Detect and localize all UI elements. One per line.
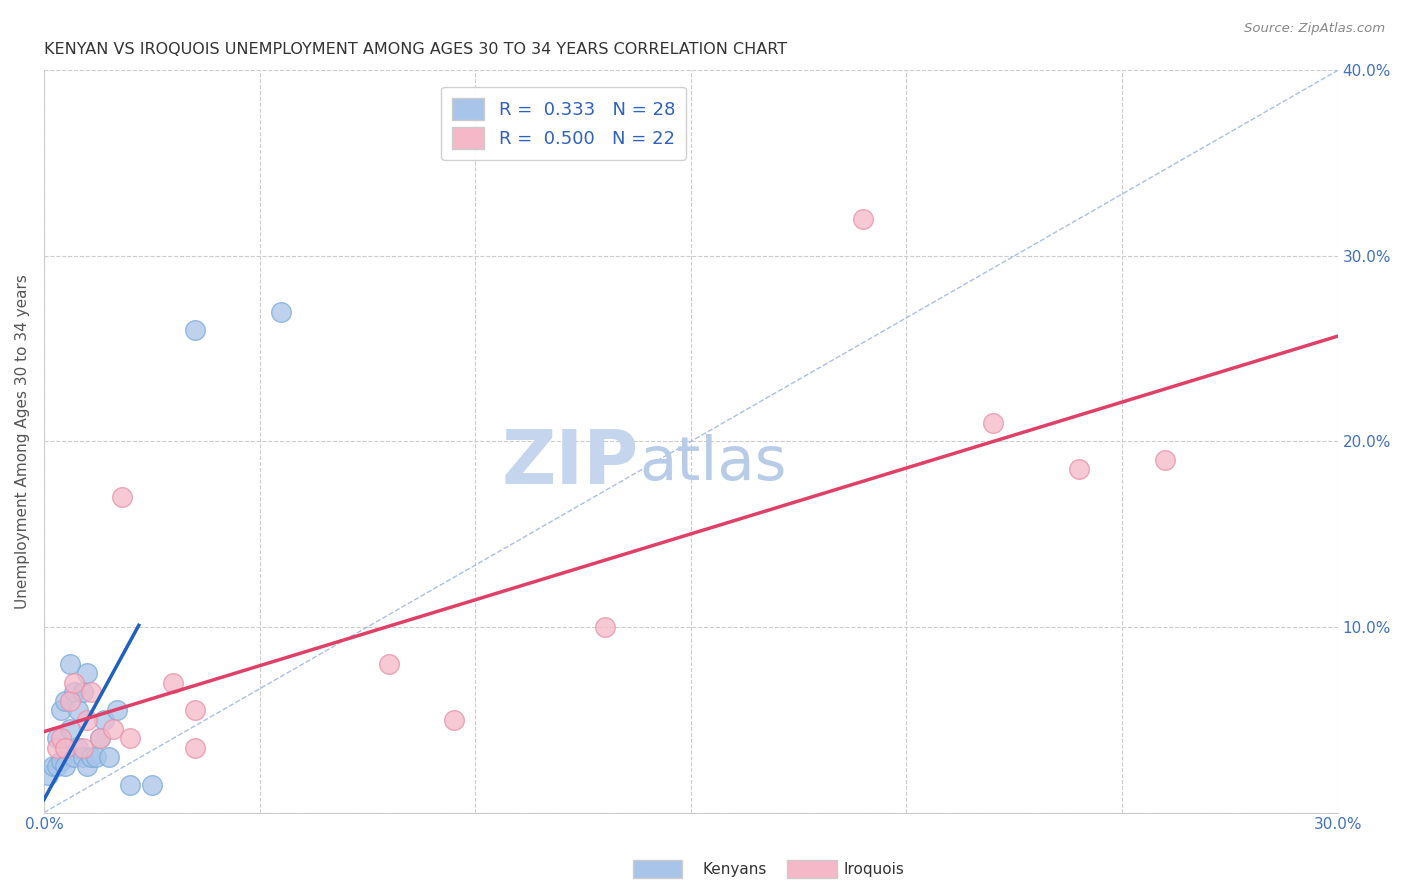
Point	[55, 759, 77, 773]
Point	[72, 685, 94, 699]
Point	[89, 731, 111, 746]
Text: Source: ZipAtlas.com: Source: ZipAtlas.com	[1244, 22, 1385, 36]
Point	[120, 778, 142, 792]
Point	[45, 731, 67, 746]
Point	[593, 620, 616, 634]
Point	[270, 304, 292, 318]
Point	[63, 675, 86, 690]
Point	[67, 740, 90, 755]
Point	[45, 759, 67, 773]
Point	[184, 323, 207, 337]
Point	[41, 759, 63, 773]
Point	[37, 768, 59, 782]
Point	[72, 750, 94, 764]
Text: Iroquois: Iroquois	[844, 863, 904, 877]
Point	[981, 416, 1004, 430]
Point	[55, 740, 77, 755]
Point	[97, 750, 120, 764]
Point	[110, 490, 132, 504]
Point	[49, 704, 72, 718]
Point	[59, 722, 82, 736]
Point	[141, 778, 163, 792]
Point	[45, 740, 67, 755]
Point	[184, 740, 207, 755]
Point	[120, 731, 142, 746]
Point	[55, 694, 77, 708]
Point	[63, 750, 86, 764]
Point	[105, 704, 128, 718]
Point	[162, 675, 184, 690]
Point	[49, 731, 72, 746]
Point	[76, 666, 98, 681]
Point	[76, 759, 98, 773]
Point	[184, 704, 207, 718]
Point	[84, 750, 107, 764]
Legend: R =  0.333   N = 28, R =  0.500   N = 22: R = 0.333 N = 28, R = 0.500 N = 22	[441, 87, 686, 160]
Point	[1154, 453, 1177, 467]
Text: Kenyans: Kenyans	[703, 863, 768, 877]
Point	[80, 685, 103, 699]
Point	[49, 754, 72, 768]
Text: atlas: atlas	[638, 434, 786, 493]
Point	[72, 740, 94, 755]
Point	[59, 657, 82, 672]
Point	[76, 713, 98, 727]
Point	[80, 750, 103, 764]
Point	[101, 722, 124, 736]
Point	[89, 731, 111, 746]
Point	[443, 713, 465, 727]
Point	[63, 685, 86, 699]
Point	[1067, 462, 1090, 476]
Point	[93, 713, 115, 727]
Point	[852, 211, 875, 226]
Text: KENYAN VS IROQUOIS UNEMPLOYMENT AMONG AGES 30 TO 34 YEARS CORRELATION CHART: KENYAN VS IROQUOIS UNEMPLOYMENT AMONG AG…	[44, 42, 787, 57]
Point	[67, 704, 90, 718]
Point	[378, 657, 401, 672]
Point	[59, 694, 82, 708]
Text: ZIP: ZIP	[502, 427, 638, 500]
Y-axis label: Unemployment Among Ages 30 to 34 years: Unemployment Among Ages 30 to 34 years	[15, 274, 30, 609]
